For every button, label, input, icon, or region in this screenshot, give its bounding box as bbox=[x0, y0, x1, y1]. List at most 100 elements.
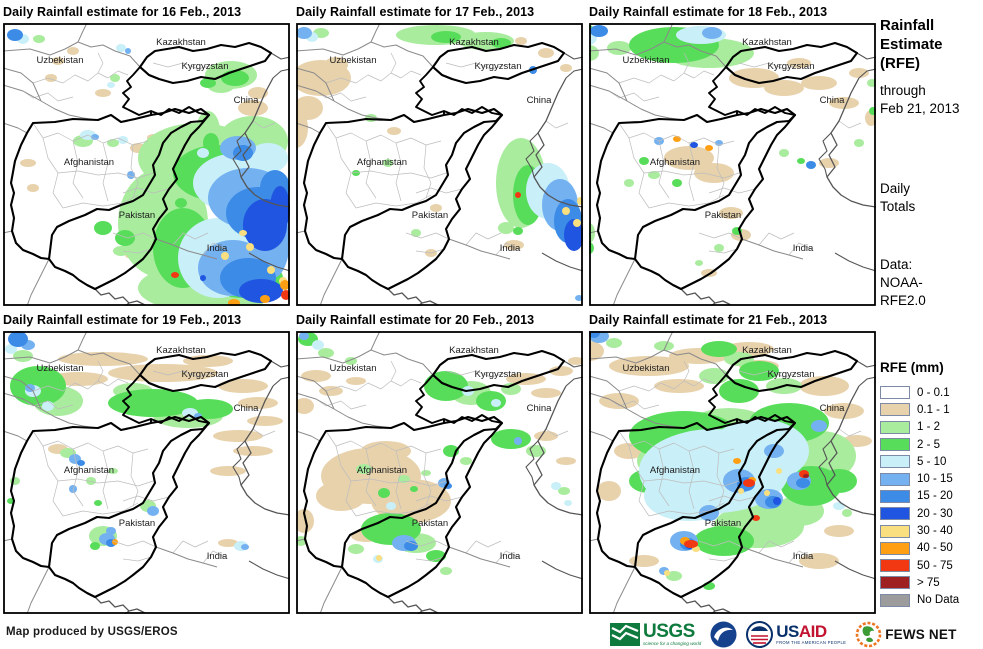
rainfall-cell bbox=[549, 366, 573, 376]
country-label-pakistan: Pakistan bbox=[705, 518, 741, 529]
rainfall-cell bbox=[729, 68, 779, 88]
map-frame bbox=[3, 331, 290, 614]
boundary-line bbox=[172, 540, 226, 564]
country-label-india: India bbox=[793, 551, 814, 562]
rainfall-cell bbox=[738, 488, 744, 494]
country-label-kyrgyzstan: Kyrgyzstan bbox=[182, 61, 229, 72]
rainfall-cell bbox=[787, 58, 811, 68]
boundary-line bbox=[533, 385, 583, 516]
rainfall-cell bbox=[127, 171, 135, 179]
rainfall-cell bbox=[270, 186, 290, 230]
rainfall-cell bbox=[221, 70, 249, 86]
country-border-bold bbox=[708, 374, 796, 424]
rainfall-cell bbox=[90, 542, 100, 550]
country-label-uzbekistan: Uzbekistan bbox=[623, 363, 670, 374]
rainfall-cell bbox=[218, 539, 238, 547]
country-border-bold bbox=[341, 422, 503, 599]
rainfall-cell bbox=[867, 79, 876, 87]
country-label-kyrgyzstan: Kyrgyzstan bbox=[182, 369, 229, 380]
rainfall-cell bbox=[821, 469, 857, 493]
country-border-bold bbox=[595, 107, 797, 261]
boundary-line bbox=[738, 62, 862, 129]
rainfall-cell bbox=[110, 74, 120, 82]
boundary-line bbox=[465, 232, 519, 256]
rainfall-cell bbox=[200, 275, 206, 281]
rainfall-cell bbox=[13, 350, 33, 362]
rainfall-cell bbox=[824, 403, 864, 419]
rainfall-cell bbox=[233, 446, 273, 456]
rainfall-cell bbox=[589, 45, 599, 61]
rainfall-cell bbox=[558, 487, 570, 495]
map-panel-17-feb: Daily Rainfall estimate for 17 Feb., 201… bbox=[296, 3, 583, 306]
country-label-pakistan: Pakistan bbox=[412, 210, 448, 221]
country-border-bold bbox=[48, 114, 210, 291]
rainfall-cell bbox=[45, 74, 57, 82]
boundary-line bbox=[541, 52, 583, 272]
rainfall-cell bbox=[383, 159, 393, 167]
country-label-kyrgyzstan: Kyrgyzstan bbox=[768, 369, 815, 380]
rainfall-cell bbox=[701, 341, 737, 357]
boundary-line bbox=[94, 596, 146, 614]
legend-entry: 40 - 50 bbox=[880, 540, 959, 557]
boundary-line bbox=[758, 540, 812, 564]
country-label-afghanistan: Afghanistan bbox=[64, 465, 114, 476]
country-label-kazakhstan: Kazakhstan bbox=[156, 345, 206, 356]
boundary-line bbox=[296, 230, 343, 306]
boundary-line bbox=[32, 122, 149, 146]
map-panel-21-feb: Daily Rainfall estimate for 21 Feb., 201… bbox=[589, 311, 876, 614]
country-label-kazakhstan: Kazakhstan bbox=[449, 345, 499, 356]
boundary-line bbox=[589, 349, 727, 376]
boundary-line bbox=[3, 41, 141, 68]
rainfall-cell bbox=[107, 82, 115, 88]
rainfall-cell bbox=[801, 76, 837, 90]
rainfall-cell bbox=[515, 192, 521, 198]
country-label-india: India bbox=[500, 551, 521, 562]
map-panel-20-feb: Daily Rainfall estimate for 20 Feb., 201… bbox=[296, 311, 583, 614]
legend: 0 - 0.1 0.1 - 1 1 - 2 2 - 5 5 - 10 10 - 15 15 … bbox=[880, 384, 959, 609]
rainfall-cell bbox=[241, 544, 249, 550]
map-panel-18-feb: Daily Rainfall estimate for 18 Feb., 201… bbox=[589, 3, 876, 306]
legend-label: 10 - 15 bbox=[917, 473, 953, 486]
rainfall-cell bbox=[426, 550, 446, 562]
boundary-line bbox=[741, 546, 804, 568]
boundary-line bbox=[22, 52, 129, 102]
boundary-line bbox=[3, 349, 141, 376]
boundary-line bbox=[22, 360, 129, 410]
rainfall-cell bbox=[568, 357, 583, 365]
rainfall-cell bbox=[281, 290, 290, 300]
rainfall-cell bbox=[238, 397, 278, 409]
boundary-line bbox=[448, 238, 511, 260]
country-label-kazakhstan: Kazakhstan bbox=[742, 37, 792, 48]
boundary-line bbox=[232, 132, 246, 178]
boundary-line bbox=[589, 41, 727, 68]
rainfall-cell bbox=[629, 555, 659, 567]
panel-title: Daily Rainfall estimate for 17 Feb., 201… bbox=[296, 5, 535, 19]
boundary-line bbox=[57, 170, 154, 209]
boundary-line bbox=[325, 430, 442, 454]
boundary-line bbox=[240, 385, 290, 516]
rainfall-cell bbox=[239, 230, 247, 236]
country-label-afghanistan: Afghanistan bbox=[64, 157, 114, 168]
rainfall-map: Kazakhstan Uzbekistan Kyrgyzstan China Afgha… bbox=[3, 331, 290, 614]
country-label-pakistan: Pakistan bbox=[705, 210, 741, 221]
rainfall-cell bbox=[421, 470, 431, 476]
rainfall-cell bbox=[91, 134, 99, 140]
country-label-uzbekistan: Uzbekistan bbox=[330, 55, 377, 66]
boundary-line bbox=[589, 230, 636, 306]
boundary-line bbox=[296, 538, 343, 614]
map-frame bbox=[589, 23, 876, 306]
usaid-logo: USAID FROM THE AMERICAN PEOPLE bbox=[746, 621, 846, 648]
country-label-uzbekistan: Uzbekistan bbox=[37, 363, 84, 374]
rainfall-cell bbox=[829, 97, 859, 109]
rainfall-cell bbox=[460, 457, 472, 465]
boundary-line bbox=[741, 238, 804, 260]
rainfall-cell bbox=[371, 479, 451, 523]
rainfall-cell bbox=[476, 391, 506, 411]
boundary-line bbox=[3, 230, 50, 306]
rainfall-cell bbox=[803, 474, 809, 478]
rainfall-cell bbox=[299, 332, 309, 340]
rainfall-cell bbox=[684, 540, 698, 548]
country-border-bold bbox=[122, 374, 210, 424]
rainfall-cell bbox=[654, 379, 704, 393]
rainfall-cell bbox=[672, 179, 682, 187]
